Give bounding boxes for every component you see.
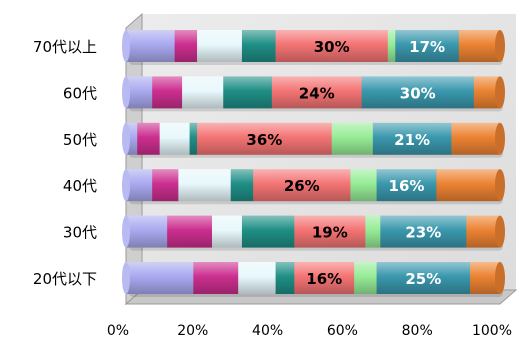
bar-segment bbox=[238, 262, 276, 294]
bar-segment bbox=[372, 122, 452, 155]
category-label: 50代 bbox=[63, 131, 97, 149]
bar-segment bbox=[126, 122, 138, 155]
bar-row: 26% 16% bbox=[122, 169, 505, 205]
bar-segment bbox=[387, 30, 396, 62]
x-tick-label: 20% bbox=[177, 323, 208, 339]
bar-segment bbox=[178, 169, 232, 202]
bar-segment bbox=[361, 76, 475, 109]
bar-segment bbox=[354, 262, 377, 294]
bar-segment bbox=[167, 215, 213, 248]
bar-segment bbox=[365, 215, 381, 248]
category-label: 30代 bbox=[63, 224, 97, 242]
bar-segment bbox=[126, 169, 153, 202]
category-label: 40代 bbox=[63, 177, 97, 195]
bar-segment bbox=[436, 169, 501, 202]
bar-segment bbox=[197, 122, 332, 155]
bar-segment bbox=[275, 262, 295, 294]
bar-segment bbox=[331, 122, 374, 155]
data-label: 19% bbox=[312, 224, 348, 242]
bar-segment bbox=[189, 122, 198, 155]
bar-segment bbox=[159, 122, 190, 155]
bar-segment bbox=[223, 76, 273, 109]
category-labels: 70代以上 60代 50代 40代 30代 20代以下 bbox=[33, 38, 97, 288]
bar-segment bbox=[241, 30, 276, 62]
bar-segment bbox=[380, 215, 467, 248]
bar-segment bbox=[350, 169, 377, 202]
bar-segment bbox=[451, 122, 501, 155]
bar-row: 30% 17% bbox=[122, 30, 505, 65]
bar-segment bbox=[376, 262, 471, 294]
data-label: 16% bbox=[389, 177, 425, 195]
bar-segment bbox=[253, 169, 351, 202]
bar-segment bbox=[458, 30, 501, 62]
data-label: 17% bbox=[409, 38, 445, 56]
x-tick-label: 60% bbox=[327, 323, 358, 339]
bar-segment bbox=[137, 122, 160, 155]
data-label: 30% bbox=[314, 38, 350, 56]
bar-segment bbox=[271, 76, 362, 109]
category-label: 20代以下 bbox=[33, 270, 97, 288]
bar-segment bbox=[126, 30, 175, 62]
bar-row: 36% 21% bbox=[122, 122, 505, 158]
bar-segment bbox=[126, 262, 194, 294]
x-tick-label: 80% bbox=[402, 323, 433, 339]
bar-segment bbox=[174, 30, 198, 62]
bar-segment bbox=[152, 76, 183, 109]
bar-row: 19% 23% bbox=[122, 215, 505, 251]
bar-segment bbox=[395, 30, 460, 62]
category-label: 60代 bbox=[63, 84, 97, 102]
category-label: 70代以上 bbox=[33, 38, 97, 56]
bar-segment bbox=[182, 76, 224, 109]
data-label: 26% bbox=[284, 177, 320, 195]
x-tick-label: 100% bbox=[472, 323, 512, 339]
bar-segment bbox=[466, 215, 501, 248]
bar-segment bbox=[126, 215, 168, 248]
data-label: 25% bbox=[405, 270, 441, 288]
data-label: 16% bbox=[306, 270, 342, 288]
data-label: 21% bbox=[394, 131, 430, 149]
bar-segment bbox=[294, 262, 355, 294]
x-tick-label: 40% bbox=[252, 323, 283, 339]
bar-segment bbox=[126, 76, 153, 109]
bar-segment bbox=[241, 215, 295, 248]
bar-segment bbox=[376, 169, 437, 202]
bar-row: 24% 30% bbox=[122, 76, 505, 112]
bar-segment bbox=[230, 169, 254, 202]
bar-row: 16% 25% bbox=[122, 262, 505, 297]
x-tick-labels: 0% 20% 40% 60% 80% 100% bbox=[107, 323, 512, 339]
bars-layer: 30% 17% 24% 30% 36% 21% 26% 16% 19% 23% 16% 25% bbox=[122, 30, 505, 297]
x-tick-label: 0% bbox=[107, 323, 129, 339]
bar-segment bbox=[197, 30, 243, 62]
bar-segment bbox=[193, 262, 239, 294]
bar-segment bbox=[212, 215, 243, 248]
data-label: 24% bbox=[299, 84, 335, 102]
bar-segment bbox=[294, 215, 366, 248]
data-label: 30% bbox=[400, 84, 436, 102]
data-label: 23% bbox=[405, 224, 441, 242]
data-label: 36% bbox=[246, 131, 282, 149]
bar-segment bbox=[152, 169, 179, 202]
bar-segment bbox=[275, 30, 389, 62]
